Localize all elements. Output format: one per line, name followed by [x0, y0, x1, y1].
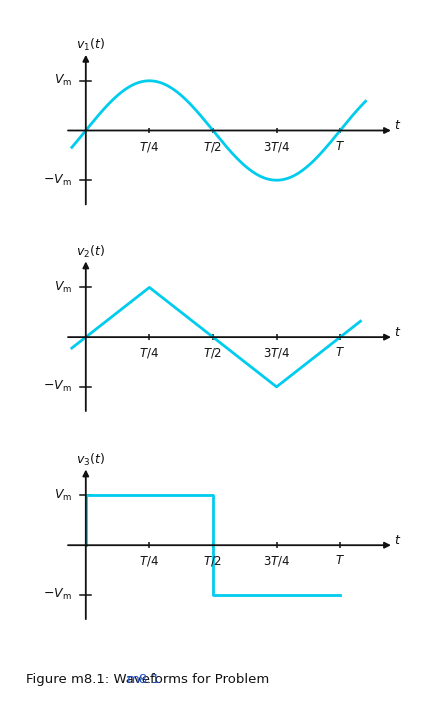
Text: $3T/4$: $3T/4$: [263, 347, 290, 360]
Text: $T/2$: $T/2$: [204, 140, 223, 154]
Text: $t$: $t$: [394, 534, 401, 547]
Text: $v_3(t)$: $v_3(t)$: [76, 452, 105, 468]
Text: $T$: $T$: [335, 555, 345, 568]
Text: $T$: $T$: [335, 140, 345, 153]
Text: $T/4$: $T/4$: [139, 347, 159, 360]
Text: $v_2(t)$: $v_2(t)$: [76, 244, 105, 260]
Text: $-V_{\mathrm{m}}$: $-V_{\mathrm{m}}$: [43, 173, 72, 188]
Text: $t$: $t$: [394, 119, 401, 132]
Text: Figure m8.1: Waveforms for Problem: Figure m8.1: Waveforms for Problem: [26, 673, 273, 686]
Text: $3T/4$: $3T/4$: [263, 555, 290, 568]
Text: $T/4$: $T/4$: [139, 555, 159, 568]
Text: $3T/4$: $3T/4$: [263, 140, 290, 154]
Text: $v_1(t)$: $v_1(t)$: [76, 37, 105, 54]
Text: $-V_{\mathrm{m}}$: $-V_{\mathrm{m}}$: [43, 587, 72, 602]
Text: $T/2$: $T/2$: [204, 555, 223, 568]
Text: $V_{\mathrm{m}}$: $V_{\mathrm{m}}$: [54, 488, 72, 503]
Text: $V_{\mathrm{m}}$: $V_{\mathrm{m}}$: [54, 280, 72, 295]
Text: $t$: $t$: [394, 326, 401, 339]
Text: $-V_{\mathrm{m}}$: $-V_{\mathrm{m}}$: [43, 379, 72, 394]
Text: $T/4$: $T/4$: [139, 140, 159, 154]
Text: $T$: $T$: [335, 347, 345, 360]
Text: $V_{\mathrm{m}}$: $V_{\mathrm{m}}$: [54, 73, 72, 88]
Text: $T/2$: $T/2$: [204, 347, 223, 360]
Text: m8.1: m8.1: [127, 673, 161, 686]
